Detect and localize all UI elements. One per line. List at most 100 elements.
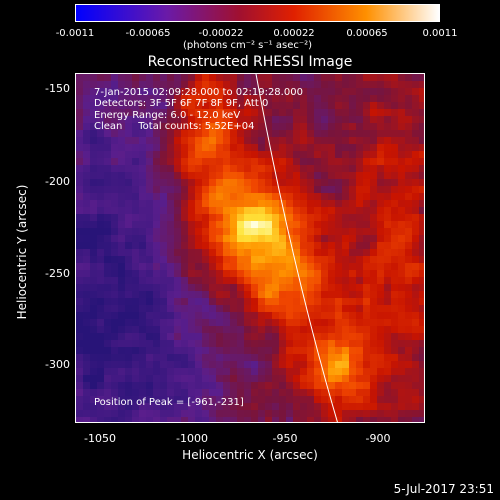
heatmap-cell <box>251 396 259 404</box>
heatmap-cell <box>237 389 245 397</box>
heatmap-cell <box>307 74 315 82</box>
heatmap-cell <box>244 228 252 236</box>
heatmap-cell <box>146 333 154 341</box>
heatmap-cell <box>111 354 119 362</box>
heatmap-cell <box>370 228 378 236</box>
heatmap-cell <box>300 263 308 271</box>
heatmap-cell <box>384 403 392 411</box>
heatmap-cell <box>139 298 147 306</box>
heatmap-cell <box>244 291 252 299</box>
heatmap-cell <box>286 116 294 124</box>
heatmap-cell <box>279 130 287 138</box>
heatmap-cell <box>139 319 147 327</box>
heatmap-cell <box>174 270 182 278</box>
heatmap-cell <box>279 186 287 194</box>
heatmap-cell <box>349 256 357 264</box>
heatmap-cell <box>160 242 168 250</box>
heatmap-cell <box>321 368 329 376</box>
heatmap-cell <box>377 102 385 110</box>
heatmap-cell <box>118 284 126 292</box>
heatmap-cell <box>104 389 112 397</box>
heatmap-cell <box>76 249 84 257</box>
heatmap-cell <box>251 263 259 271</box>
heatmap-cell <box>391 186 399 194</box>
heatmap-cell <box>97 235 105 243</box>
heatmap-cell <box>342 417 350 422</box>
heatmap-cell <box>202 151 210 159</box>
heatmap-cell <box>104 256 112 264</box>
heatmap-cell <box>412 368 420 376</box>
heatmap-cell <box>342 375 350 383</box>
heatmap-cell <box>104 193 112 201</box>
heatmap-cell <box>118 354 126 362</box>
heatmap-cell <box>125 312 133 320</box>
heatmap-cell <box>174 130 182 138</box>
heatmap-cell <box>349 263 357 271</box>
heatmap-cell <box>174 151 182 159</box>
heatmap-cell <box>188 277 196 285</box>
heatmap-cell <box>398 312 406 320</box>
heatmap-cell <box>83 347 91 355</box>
heatmap-cell <box>209 214 217 222</box>
heatmap-cell <box>391 74 399 82</box>
heatmap-cell <box>244 319 252 327</box>
heatmap-cell <box>370 102 378 110</box>
heatmap-cell <box>342 410 350 418</box>
heatmap-cell <box>265 88 273 96</box>
heatmap-cell <box>146 158 154 166</box>
heatmap-cell <box>188 235 196 243</box>
heatmap-cell <box>405 389 413 397</box>
heatmap-cell <box>300 116 308 124</box>
heatmap-cell <box>146 81 154 89</box>
heatmap-cell <box>139 221 147 229</box>
heatmap-cell <box>167 298 175 306</box>
heatmap-cell <box>111 319 119 327</box>
heatmap-cell <box>230 375 238 383</box>
heatmap-cell <box>265 403 273 411</box>
heatmap-cell <box>377 165 385 173</box>
heatmap-cell <box>251 144 259 152</box>
heatmap-cell <box>90 130 98 138</box>
heatmap-cell <box>391 95 399 103</box>
heatmap-cell <box>139 74 147 82</box>
heatmap-cell <box>300 403 308 411</box>
heatmap-cell <box>370 410 378 418</box>
heatmap-cell <box>405 221 413 229</box>
heatmap-cell <box>300 368 308 376</box>
heatmap-cell <box>258 186 266 194</box>
heatmap-cell <box>321 340 329 348</box>
heatmap-cell <box>202 249 210 257</box>
heatmap-cell <box>202 354 210 362</box>
heatmap-cell <box>195 144 203 152</box>
heatmap-cell <box>209 172 217 180</box>
heatmap-cell <box>125 158 133 166</box>
heatmap-cell <box>216 88 224 96</box>
heatmap-cell <box>398 88 406 96</box>
heatmap-cell <box>223 137 231 145</box>
heatmap-cell <box>363 158 371 166</box>
heatmap-cell <box>412 361 420 369</box>
heatmap-cell <box>153 326 161 334</box>
heatmap-cell <box>216 284 224 292</box>
heatmap-cell <box>188 263 196 271</box>
heatmap-cell <box>412 375 420 383</box>
heatmap-cell <box>370 389 378 397</box>
heatmap-cell <box>251 312 259 320</box>
heatmap-cell <box>272 186 280 194</box>
heatmap-cell <box>160 263 168 271</box>
heatmap-cell <box>335 242 343 250</box>
heatmap-cell <box>377 95 385 103</box>
heatmap-cell <box>160 207 168 215</box>
heatmap-cell <box>223 375 231 383</box>
heatmap-cell <box>223 116 231 124</box>
heatmap-cell <box>314 319 322 327</box>
heatmap-cell <box>76 298 84 306</box>
heatmap-cell <box>160 116 168 124</box>
heatmap-cell <box>335 312 343 320</box>
heatmap-cell <box>258 158 266 166</box>
heatmap-cell <box>202 333 210 341</box>
heatmap-cell <box>314 207 322 215</box>
heatmap-cell <box>237 200 245 208</box>
heatmap-cell <box>97 221 105 229</box>
heatmap-cell <box>258 256 266 264</box>
